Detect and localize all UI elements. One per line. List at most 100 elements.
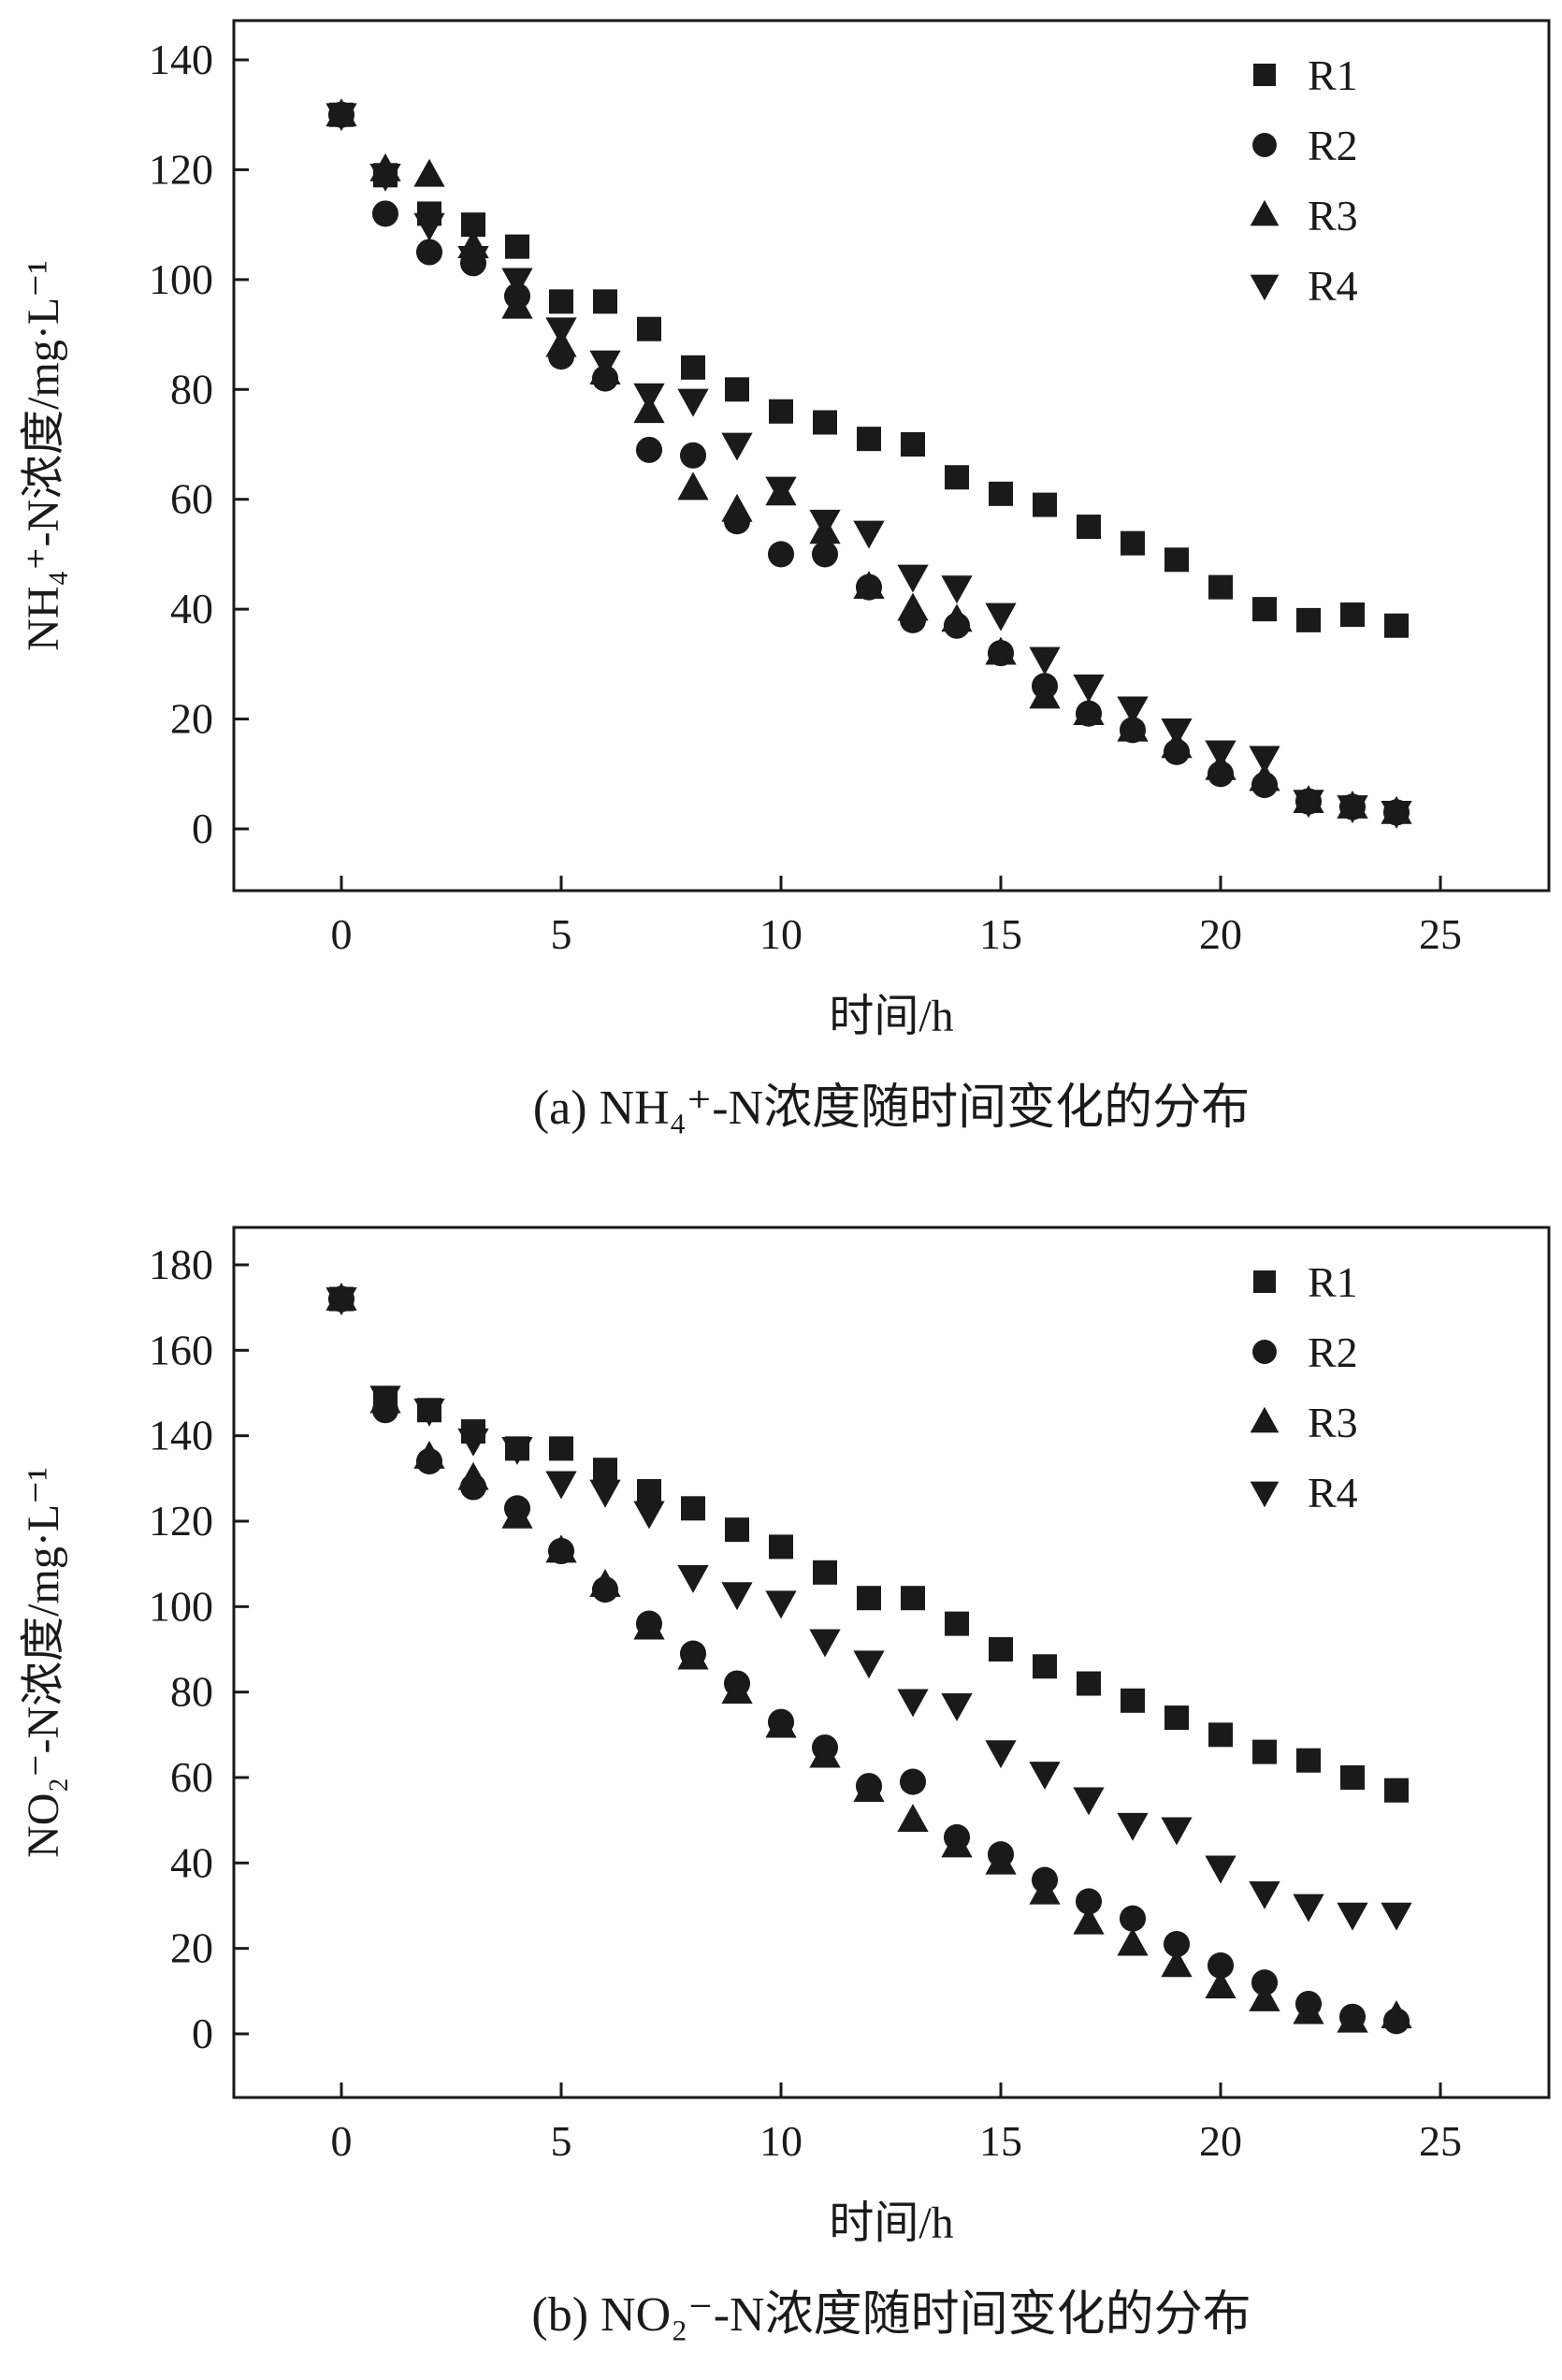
plot-frame	[232, 1226, 1551, 2099]
legend-label: R4	[1308, 1469, 1358, 1517]
triangle-down-marker	[985, 602, 1017, 631]
legend-item-R1: R1	[1253, 51, 1358, 99]
square-marker	[505, 234, 529, 259]
triangle-down-marker	[1073, 674, 1105, 703]
triangle-up-marker	[1073, 1906, 1105, 1935]
triangle-up-marker	[1117, 713, 1149, 742]
legend-label: R2	[1308, 1328, 1358, 1376]
triangle-down-marker	[413, 1398, 445, 1427]
square-marker	[813, 1560, 837, 1585]
x-tick-label: 0	[331, 910, 353, 958]
triangle-down-marker	[369, 163, 401, 192]
square-marker	[1384, 613, 1409, 638]
legend-label: R1	[1308, 51, 1358, 99]
triangle-up-marker	[677, 472, 709, 501]
square-marker	[989, 1637, 1013, 1662]
triangle-down-marker	[853, 1650, 885, 1679]
triangle-down-marker	[369, 1386, 401, 1415]
chart-b-block: 0 5 10 15 20 25 0 20 40 60 80 100 120 140 160 180 时间/h NO…	[0, 1207, 1562, 2362]
x-tick-label: 10	[759, 2117, 803, 2165]
square-marker	[1164, 547, 1189, 573]
triangle-up-marker	[1029, 680, 1061, 709]
triangle-down-marker	[941, 575, 973, 604]
triangle-up-marker	[1073, 697, 1105, 726]
square-marker	[769, 399, 793, 424]
square-marker	[681, 1496, 705, 1521]
series-R2	[327, 101, 1410, 826]
triangle-up-marker	[1249, 1982, 1280, 2011]
square-marker	[1384, 1778, 1409, 1803]
square-marker	[1033, 492, 1057, 517]
triangle-down-marker	[1117, 1812, 1149, 1841]
circle-marker	[679, 442, 707, 469]
triangle-down-marker	[501, 1437, 533, 1465]
circle-marker	[1252, 1340, 1277, 1364]
y-tick-label: 0	[192, 805, 213, 852]
circle-marker	[1207, 1952, 1235, 1979]
series-R4	[325, 1287, 1412, 1931]
circle-marker	[1075, 1888, 1103, 1915]
triangle-down-marker	[1293, 1894, 1324, 1923]
x-tick-label: 20	[1199, 2117, 1242, 2165]
circle-marker	[1119, 1905, 1147, 1932]
triangle-down-marker	[677, 1565, 709, 1593]
triangle-up-marker	[413, 158, 445, 187]
triangle-up-marker	[633, 1611, 665, 1640]
square-marker	[857, 1586, 881, 1611]
y-tick-label: 80	[170, 365, 213, 413]
legend-item-R4: R4	[1250, 262, 1358, 310]
triangle-up-marker	[413, 1440, 445, 1469]
y-tick-label: 160	[149, 1326, 213, 1373]
square-marker	[1253, 1270, 1276, 1293]
y-tick-label: 0	[192, 2010, 213, 2057]
square-marker	[1077, 1671, 1101, 1696]
triangle-down-marker	[1249, 746, 1280, 775]
triangle-up-marker	[1250, 199, 1280, 226]
square-marker	[1208, 574, 1233, 600]
square-marker	[681, 355, 705, 380]
square-marker	[1121, 530, 1145, 556]
legend-item-R2: R2	[1252, 122, 1358, 169]
triangle-down-marker	[1161, 718, 1193, 747]
triangle-down-marker	[457, 1428, 489, 1457]
y-tick-label: 40	[170, 585, 213, 632]
triangle-down-marker	[1029, 646, 1061, 675]
triangle-down-marker	[633, 383, 665, 412]
square-marker	[637, 1479, 661, 1504]
triangle-up-marker	[853, 1774, 885, 1803]
legend-item-R3: R3	[1250, 1399, 1358, 1446]
square-marker	[1252, 1739, 1277, 1764]
triangle-down-marker	[545, 1471, 577, 1500]
series-R1	[329, 102, 1409, 638]
triangle-down-marker	[1250, 1481, 1280, 1508]
x-axis-label: 时间/h	[829, 2199, 953, 2248]
triangle-down-marker	[413, 212, 445, 241]
triangle-up-marker	[457, 1461, 489, 1490]
triangle-down-marker	[897, 1689, 929, 1718]
triangle-up-marker	[941, 1829, 973, 1858]
square-marker	[1208, 1722, 1233, 1748]
triangle-down-marker	[897, 564, 929, 593]
circle-marker	[635, 436, 663, 463]
square-marker	[637, 316, 661, 341]
triangle-down-marker	[545, 317, 577, 346]
plot-frame	[232, 19, 1551, 892]
triangle-up-marker	[897, 1804, 929, 1833]
circle-marker	[415, 239, 443, 266]
triangle-up-marker	[501, 1500, 533, 1529]
triangle-up-marker	[985, 1846, 1017, 1875]
triangle-down-marker	[1029, 1762, 1061, 1790]
triangle-down-marker	[1250, 274, 1280, 301]
triangle-up-marker	[1117, 1927, 1149, 1956]
x-tick-label: 15	[979, 910, 1022, 958]
square-marker	[813, 410, 837, 435]
y-tick-label: 20	[170, 1924, 213, 1972]
triangle-down-marker	[677, 388, 709, 417]
chart-a-block: 0 5 10 15 20 25 0 20 40 60 80 100 120 140 时间/h NH₄⁺-N浓度…	[0, 0, 1562, 1155]
triangle-down-marker	[1381, 801, 1412, 829]
legend-item-R1: R1	[1253, 1258, 1358, 1306]
square-marker	[1033, 1654, 1057, 1679]
legend-label: R1	[1308, 1258, 1358, 1306]
y-tick-label: 20	[170, 695, 213, 743]
x-axis-label: 时间/h	[829, 992, 953, 1041]
